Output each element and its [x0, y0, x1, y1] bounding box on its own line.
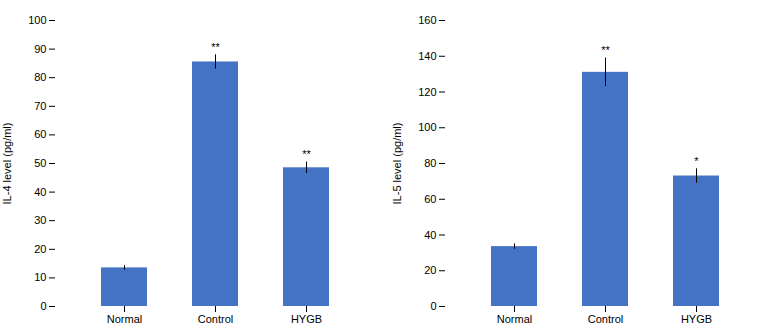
svg-text:70: 70	[34, 100, 46, 112]
svg-text:IL-5 level (pg/ml): IL-5 level (pg/ml)	[391, 123, 403, 205]
svg-text:60: 60	[34, 128, 46, 140]
svg-text:10: 10	[34, 271, 46, 283]
svg-text:100: 100	[418, 121, 436, 133]
svg-text:0: 0	[40, 300, 46, 312]
svg-text:100: 100	[28, 14, 46, 26]
svg-text:HYGB: HYGB	[681, 313, 712, 325]
svg-text:80: 80	[34, 71, 46, 83]
svg-text:20: 20	[424, 264, 436, 276]
svg-text:Normal: Normal	[107, 313, 142, 325]
svg-text:30: 30	[34, 214, 46, 226]
svg-text:120: 120	[418, 86, 436, 98]
svg-text:**: **	[211, 41, 220, 53]
svg-text:140: 140	[418, 50, 436, 62]
svg-text:90: 90	[34, 43, 46, 55]
svg-text:**: **	[302, 148, 311, 160]
svg-text:40: 40	[34, 186, 46, 198]
svg-text:*: *	[694, 155, 699, 167]
svg-text:80: 80	[424, 157, 436, 169]
svg-text:40: 40	[424, 229, 436, 241]
svg-text:50: 50	[34, 157, 46, 169]
svg-text:**: **	[601, 44, 610, 56]
svg-text:0: 0	[430, 300, 436, 312]
svg-text:HYGB: HYGB	[291, 313, 322, 325]
svg-text:IL-4 level (pg/ml): IL-4 level (pg/ml)	[1, 123, 13, 205]
svg-text:Control: Control	[198, 313, 233, 325]
svg-text:160: 160	[418, 14, 436, 26]
svg-text:20: 20	[34, 243, 46, 255]
svg-text:Control: Control	[588, 313, 623, 325]
svg-text:Normal: Normal	[497, 313, 532, 325]
svg-text:60: 60	[424, 193, 436, 205]
